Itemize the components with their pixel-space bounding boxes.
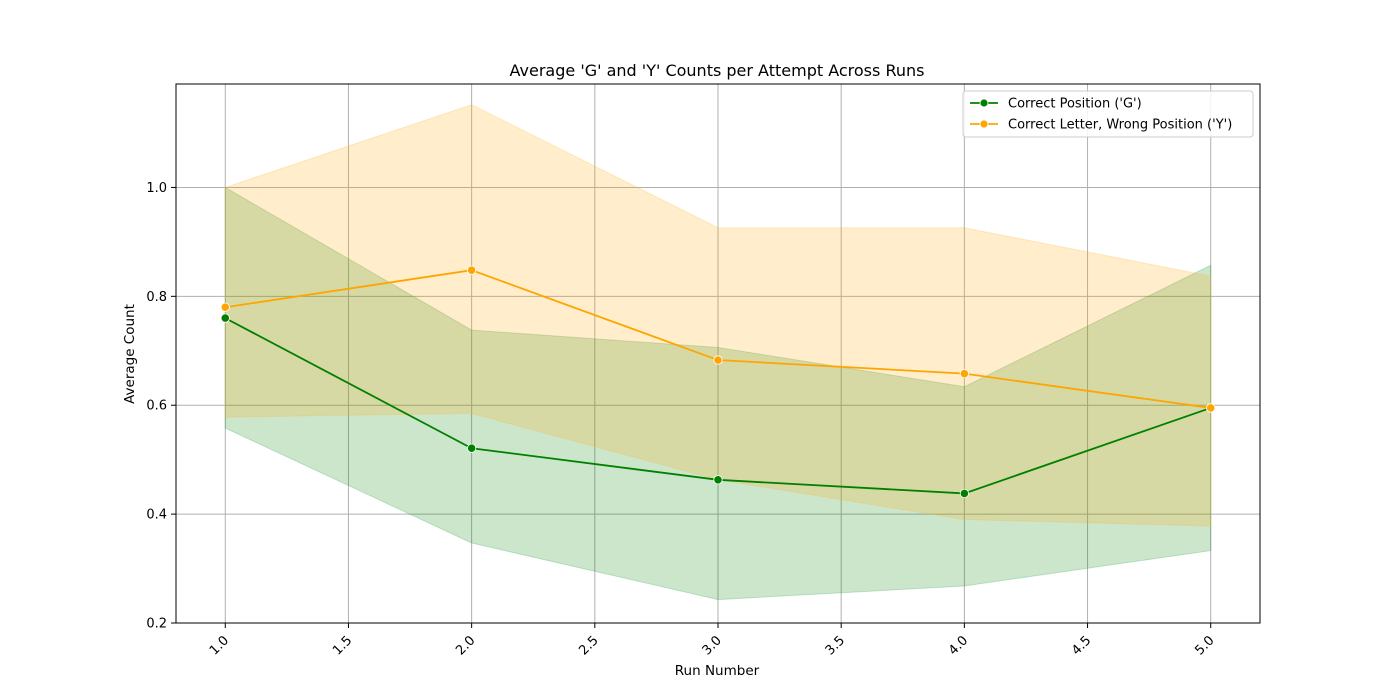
- x-tick-label: 4.5: [1069, 633, 1094, 658]
- data-point: [467, 265, 477, 275]
- x-tick-label: 2.0: [453, 633, 478, 658]
- x-tick-label: 3.5: [823, 633, 848, 658]
- data-point: [959, 488, 969, 499]
- data-point: [713, 475, 723, 485]
- data-point: [959, 369, 969, 379]
- series-lines: [220, 265, 1216, 499]
- y-tick-label: 0.2: [146, 617, 167, 632]
- x-tick-label: 1.5: [330, 633, 355, 658]
- data-point: [220, 302, 230, 312]
- legend-box: [962, 90, 1254, 138]
- y-axis-label: Average Count: [122, 304, 138, 404]
- y-tick-label: 0.8: [146, 290, 167, 305]
- confidence-band-1: [224, 104, 1212, 527]
- y-tick-label: 0.6: [146, 399, 167, 414]
- x-axis-label: Run Number: [675, 663, 760, 679]
- x-tick-label: 3.0: [700, 633, 725, 658]
- legend-marker-y: [979, 119, 989, 129]
- y-tick-label: 0.4: [146, 508, 167, 523]
- x-tick-label: 4.0: [946, 633, 971, 658]
- legend-label-g: Correct Position ('G'): [1008, 97, 1142, 112]
- chart-title: Average 'G' and 'Y' Counts per Attempt A…: [510, 61, 925, 80]
- legend-label-y: Correct Letter, Wrong Position ('Y'): [1008, 118, 1232, 133]
- x-tick-label: 1.0: [207, 633, 232, 658]
- data-point: [220, 313, 230, 323]
- legend-marker-g: [979, 98, 989, 108]
- y-tick-label: 1.0: [146, 181, 167, 196]
- x-tick-label: 5.0: [1192, 633, 1217, 658]
- data-point: [713, 355, 723, 365]
- data-point: [467, 443, 477, 453]
- data-point: [1206, 403, 1216, 413]
- x-tick-label: 2.5: [576, 633, 601, 658]
- legend: Correct Position ('G') Correct Letter, W…: [962, 90, 1254, 138]
